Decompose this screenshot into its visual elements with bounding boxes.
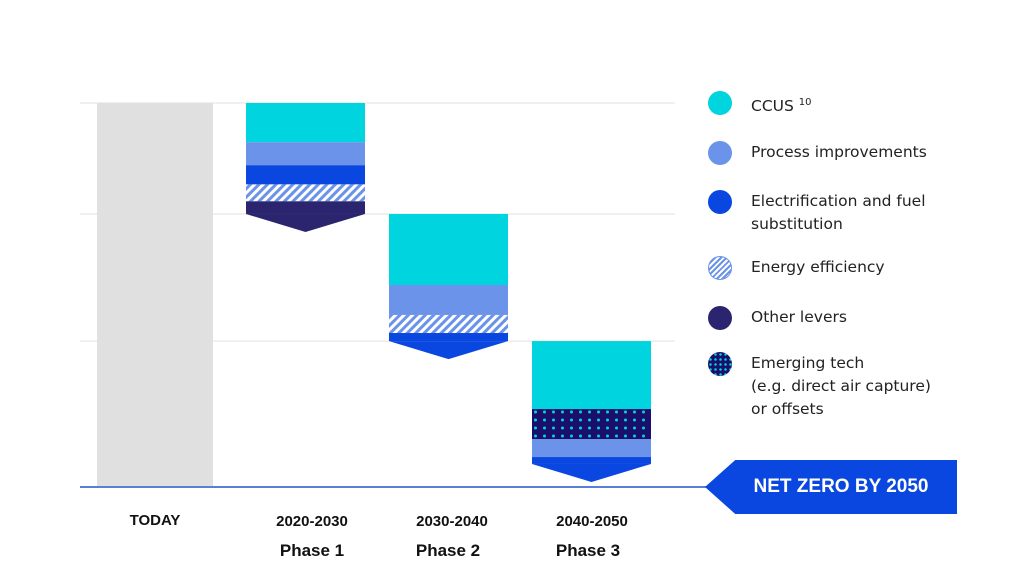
segment-electrification-2030-2040 — [389, 333, 508, 342]
segment-ccus-2040-2050 — [532, 341, 651, 410]
arrow-2030-2040 — [389, 341, 508, 360]
phase-label-2: Phase 2 — [415, 541, 481, 560]
legend-label: Energy efficiency — [751, 258, 885, 276]
other-swatch-icon — [708, 306, 732, 330]
efficiency-swatch-icon — [708, 256, 732, 280]
legend-label: Process improvements — [751, 143, 927, 161]
ccus-swatch-icon — [708, 91, 732, 115]
segment-electrification-2020-2030 — [246, 165, 365, 185]
segment-electrification-2040-2050 — [532, 457, 651, 464]
net-zero-callout: NET ZERO BY 2050 — [705, 460, 957, 514]
segment-ccus-2020-2030 — [246, 103, 365, 143]
legend-item-other: Other levers — [708, 306, 847, 330]
x-label-today: TODAY — [129, 512, 181, 529]
arrow-2040-2050 — [532, 463, 651, 482]
segment-other-2020-2030 — [246, 201, 365, 214]
electrification-swatch-icon — [708, 190, 732, 214]
legend-label: CCUS — [751, 97, 794, 116]
segment-efficiency-2030-2040 — [389, 314, 508, 334]
x-label-2040-2050: 2040-2050 — [556, 513, 628, 530]
legend-label: Other levers — [751, 308, 847, 326]
legend-item-electrification: Electrification and fuel substitution — [708, 190, 926, 236]
segment-process-2030-2040 — [389, 285, 508, 315]
legend-item-process: Process improvements — [708, 141, 927, 165]
x-label-2030-2040: 2030-2040 — [416, 513, 488, 530]
legend-label: Electrification and fuel substitution — [751, 192, 926, 233]
bar-today — [97, 103, 213, 487]
x-label-2020-2030: 2020-2030 — [276, 513, 348, 530]
phase-label-1: Phase 1 — [279, 541, 345, 560]
segment-ccus-2030-2040 — [389, 213, 508, 286]
emerging-swatch-icon — [708, 352, 732, 376]
segment-efficiency-2020-2030 — [246, 184, 365, 202]
segment-process-2040-2050 — [532, 439, 651, 458]
legend-item-ccus: CCUS 10 — [708, 91, 812, 118]
legend-label: Emerging tech (e.g. direct air capture) … — [751, 354, 931, 418]
footnote-ref: 10 — [798, 97, 812, 108]
legend-item-efficiency: Energy efficiency — [708, 256, 885, 280]
segment-process-2020-2030 — [246, 142, 365, 166]
segment-emerging-2040-2050 — [532, 409, 651, 439]
process-swatch-icon — [708, 141, 732, 165]
legend-item-emerging: Emerging tech (e.g. direct air capture) … — [708, 352, 931, 421]
phase-label-3: Phase 3 — [555, 541, 621, 560]
arrow-2020-2030 — [246, 213, 365, 232]
